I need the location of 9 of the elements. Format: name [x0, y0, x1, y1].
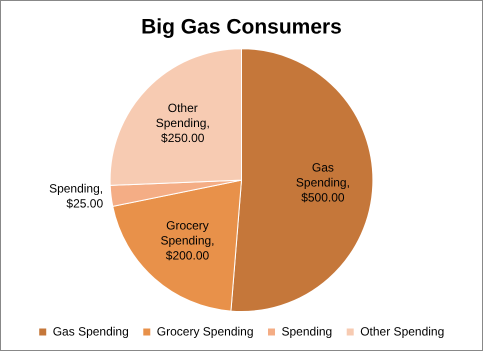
chart-title: Big Gas Consumers — [141, 15, 342, 38]
legend-label: Gas Spending — [52, 324, 129, 338]
data-label: Spending, $25.00 — [49, 182, 104, 211]
data-label: Other Spending, $250.00 — [156, 100, 210, 145]
data-label: Grocery Spending, $200.00 — [160, 218, 214, 262]
legend-label: Spending — [282, 324, 332, 338]
legend-label: Other Spending — [360, 324, 444, 338]
data-label: Gas Spending, $500.00 — [296, 160, 350, 205]
legend-label: Grocery Spending — [156, 324, 254, 338]
